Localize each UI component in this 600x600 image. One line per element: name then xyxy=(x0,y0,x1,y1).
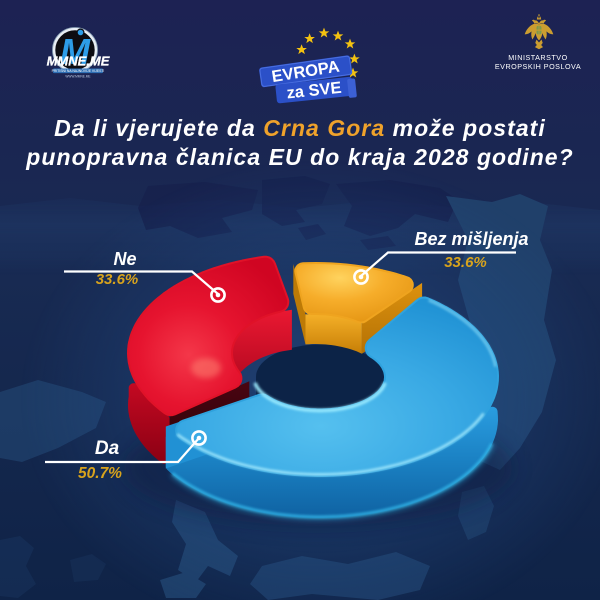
svg-text:WWW.MMNE.ME: WWW.MMNE.ME xyxy=(65,75,90,79)
svg-text:za SVE: za SVE xyxy=(286,79,343,103)
svg-text:M: M xyxy=(60,31,91,72)
svg-text:PRITISNI NA NAJNOVIJE VIJESTI: PRITISNI NA NAJNOVIJE VIJESTI xyxy=(52,69,105,73)
svg-text:MMNE.ME: MMNE.ME xyxy=(47,54,110,69)
